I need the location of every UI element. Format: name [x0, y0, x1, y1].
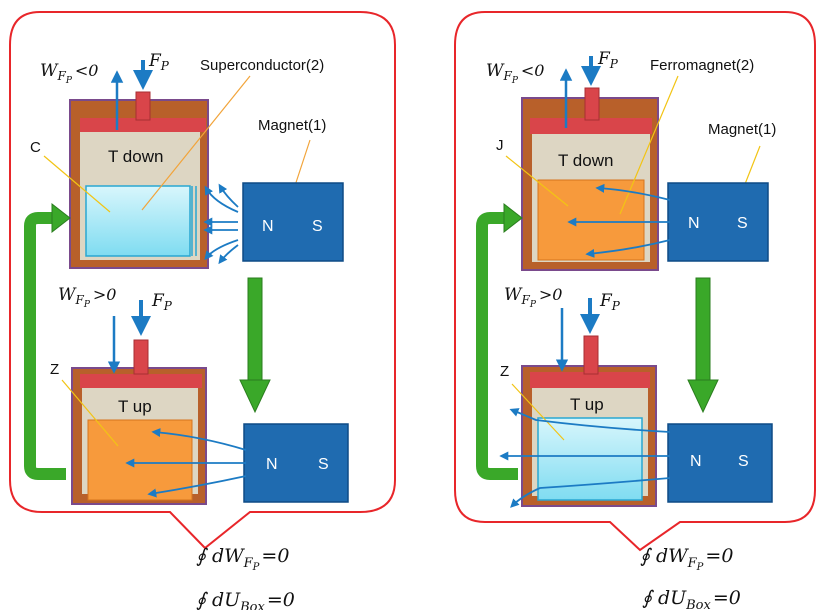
left-top-piston: [80, 118, 206, 132]
right-top-work-sub: F: [502, 69, 512, 83]
right-bottom-work-subsub: P: [529, 300, 537, 310]
left-top-cylinder: [69, 91, 209, 269]
left-bottom-work-sub: F: [74, 293, 84, 307]
right-bottom-magnet-s: S: [738, 453, 749, 470]
left-top-force-symbol: F: [148, 51, 162, 71]
svg-text:FP: FP: [148, 51, 170, 73]
svg-text:WFP<0: WFP<0: [486, 61, 544, 86]
right-bottom-work-relation: >0: [539, 285, 563, 304]
left-top-work-sub: F: [56, 69, 66, 83]
left-bottom-work-relation: >0: [93, 285, 117, 304]
left-top-work-subsub: P: [65, 76, 73, 86]
right-top-work-subsub: P: [511, 76, 519, 86]
right-bottom-gas-label: T up: [570, 395, 604, 414]
left-top-magnet-s: S: [312, 218, 323, 235]
left-bottom-work-subsub: P: [83, 300, 91, 310]
left-green-arrow-down: [239, 277, 271, 414]
left-top-work-relation: <0: [75, 61, 99, 80]
left-green-arrow-up: [24, 202, 71, 480]
right-top-sample-letter: J: [496, 137, 504, 154]
right-work-integral-sub: F: [687, 556, 698, 571]
left-work-integral-sub: F: [243, 556, 254, 571]
left-top-force-sub: P: [160, 59, 170, 73]
right-bottom-work-sub: F: [520, 293, 530, 307]
right-panel: T down WFP<0 FP Ferromagnet(2) J Magnet(…: [454, 11, 816, 552]
right-energy-integral-sub: Box: [685, 598, 711, 610]
left-bottom-sample-letter: Z: [50, 361, 59, 378]
left-work-integral-eq: =0: [261, 545, 289, 567]
svg-text:WFP>0: WFP>0: [58, 285, 116, 310]
left-top-magnet: [242, 182, 344, 262]
right-top-force-symbol: F: [597, 49, 611, 69]
right-top-magnet-s: S: [737, 215, 748, 232]
svg-text:∮ dUBox=0: ∮ dUBox =0: [642, 587, 741, 610]
left-bottom-piston: [80, 374, 202, 388]
left-top-work-symbol: W: [40, 61, 59, 81]
right-bottom-force-sub: P: [611, 299, 621, 313]
right-bottom-force-symbol: F: [599, 291, 613, 311]
left-bottom-work-symbol: W: [58, 285, 77, 305]
left-top-sample-letter: C: [30, 139, 41, 156]
left-magnet-label: Magnet(1): [258, 117, 326, 134]
svg-text:WFP<0: WFP<0: [40, 61, 98, 86]
left-bottom-magnet: [243, 423, 349, 503]
right-magnet-label: Magnet(1): [708, 121, 776, 138]
left-top-gas-label: T down: [108, 147, 163, 166]
right-bottom-cylinder: [521, 335, 657, 507]
left-work-integral: ∮ dW: [196, 545, 245, 567]
right-top-piston: [530, 118, 652, 134]
right-bottom-work-symbol: W: [504, 285, 523, 305]
right-top-ferromagnet-sample: [537, 179, 645, 261]
left-energy-integral-sub: Box: [239, 600, 265, 610]
left-top-superconductor-sample: [85, 185, 191, 257]
svg-text:FP: FP: [151, 291, 173, 313]
left-bottom-magnet-n: N: [266, 456, 278, 473]
right-green-arrow-down: [687, 277, 719, 414]
right-bottom-field-lines: [499, 408, 671, 508]
right-bottom-magnet-n: N: [690, 453, 702, 470]
svg-text:FP: FP: [597, 49, 619, 71]
right-work-integral-subsub: P: [696, 562, 704, 573]
left-expelled-field-lines: [203, 183, 239, 265]
svg-text:FP: FP: [599, 291, 621, 313]
right-bottom-sample-letter: Z: [500, 363, 509, 380]
right-bottom-magnet: [667, 423, 773, 503]
svg-text:∮ dUBox=0: ∮ dUBox =0: [196, 589, 295, 610]
left-bottom-field-lines: [125, 428, 247, 498]
right-top-cylinder: [521, 87, 659, 271]
right-top-force-sub: P: [609, 57, 619, 71]
right-work-integral-eq: =0: [705, 545, 733, 567]
right-material-label: Ferromagnet(2): [650, 57, 754, 74]
right-green-arrow-up: [476, 202, 523, 480]
left-work-integral-subsub: P: [252, 562, 260, 573]
left-bottom-sample: [87, 419, 193, 501]
right-top-field-lines: [567, 183, 671, 258]
left-material-label: Superconductor(2): [200, 57, 324, 74]
right-top-magnet: [667, 182, 769, 262]
right-bottom-piston: [530, 372, 650, 388]
left-panel: T down WFP<0 FP Superconductor(2) C Magn…: [9, 11, 396, 550]
right-energy-integral: ∮ dU: [642, 587, 687, 609]
right-energy-integral-eq: =0: [713, 587, 741, 609]
right-work-integral: ∮ dW: [640, 545, 689, 567]
left-energy-integral-eq: =0: [267, 589, 295, 610]
left-bottom-force-sub: P: [163, 299, 173, 313]
left-bottom-gas-label: T up: [118, 397, 152, 416]
left-bottom-magnet-s: S: [318, 456, 329, 473]
svg-text:∮ dWFP=0: ∮ dWFP=0: [640, 545, 733, 573]
right-top-gas-label: T down: [558, 151, 613, 170]
right-top-work-relation: <0: [521, 61, 545, 80]
right-top-work-symbol: W: [486, 61, 505, 81]
left-bottom-force-symbol: F: [151, 291, 165, 311]
svg-text:WFP>0: WFP>0: [504, 285, 562, 310]
right-top-magnet-n: N: [688, 215, 700, 232]
svg-text:∮ dWFP=0: ∮ dWFP=0: [196, 545, 289, 573]
left-energy-integral: ∮ dU: [196, 589, 241, 610]
left-material-pointer: [141, 75, 251, 211]
left-top-magnet-n: N: [262, 218, 274, 235]
